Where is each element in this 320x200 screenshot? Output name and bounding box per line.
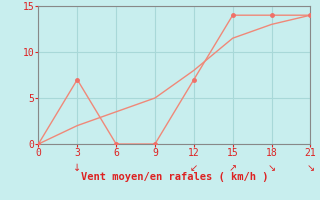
Text: ↓: ↓ (73, 163, 81, 173)
X-axis label: Vent moyen/en rafales ( km/h ): Vent moyen/en rafales ( km/h ) (81, 172, 268, 182)
Text: ↘: ↘ (268, 163, 276, 173)
Text: ↗: ↗ (228, 163, 237, 173)
Text: ↘: ↘ (306, 163, 315, 173)
Text: ↙: ↙ (190, 163, 198, 173)
